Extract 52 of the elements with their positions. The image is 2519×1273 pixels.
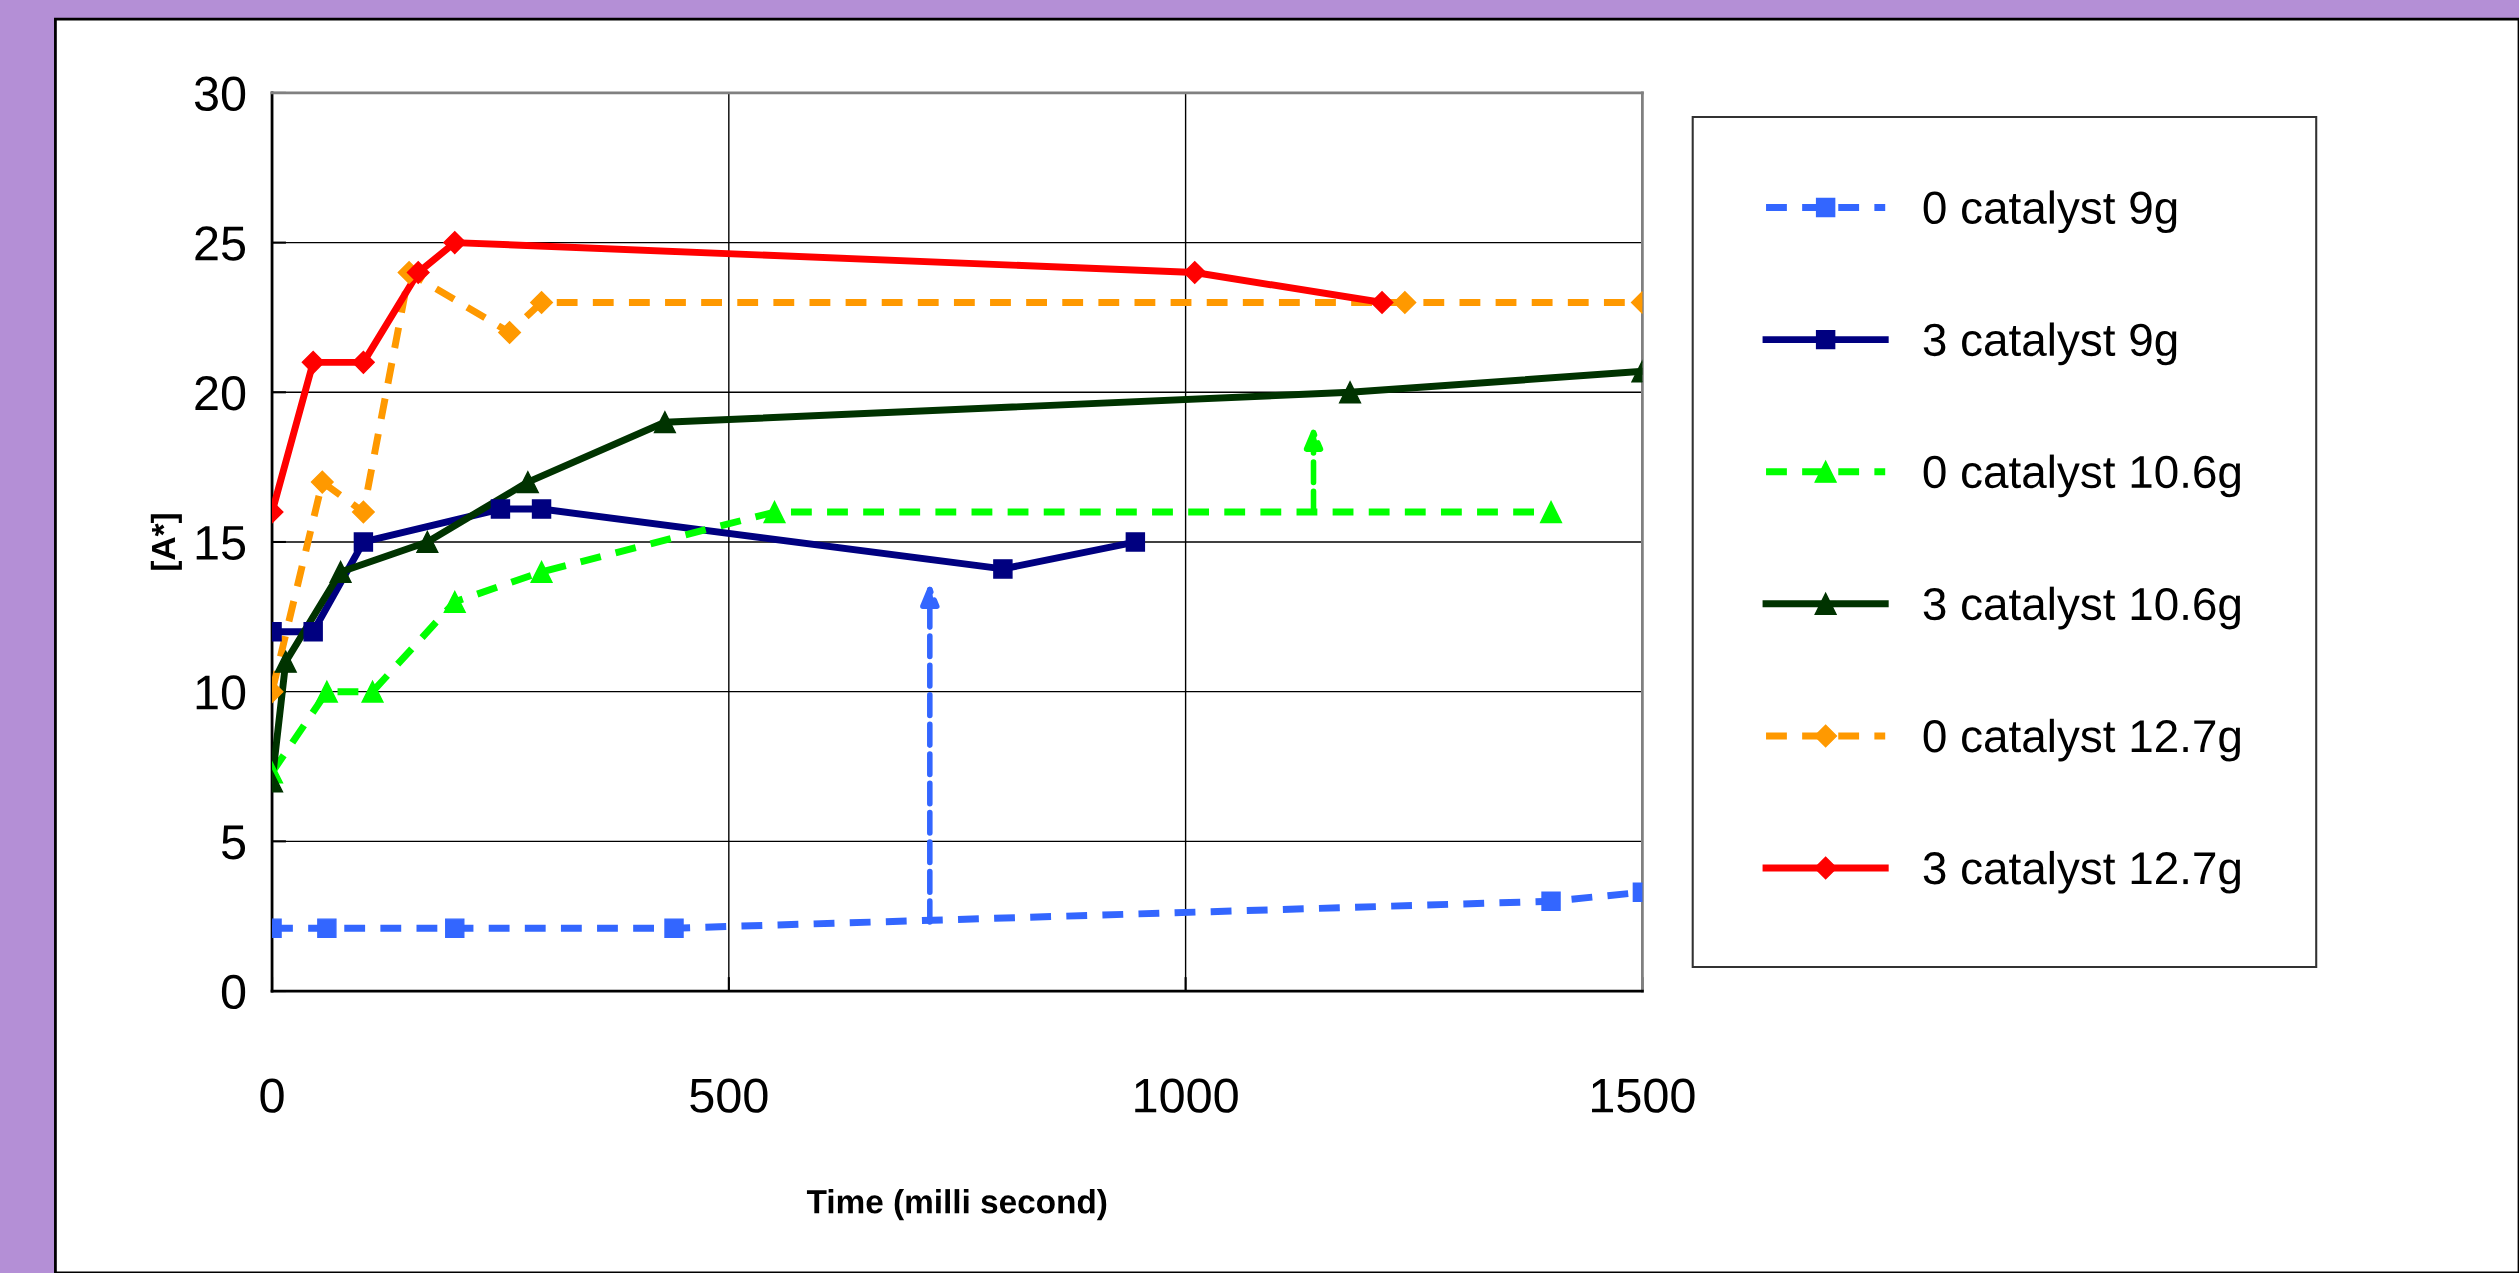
point (516, 470, 539, 494)
legend-label: 0 catalyst 12.7g (1923, 718, 2240, 762)
point (531, 499, 552, 519)
point (1183, 261, 1207, 285)
x-axis-title: Time (milli second) (806, 1189, 1107, 1221)
point (351, 350, 375, 374)
point (443, 231, 467, 255)
point (1125, 532, 1146, 552)
legend-label: 3 catalyst 12.7g (1923, 850, 2240, 894)
point (1393, 290, 1417, 314)
x-tick-label: 1000 (1135, 1078, 1238, 1113)
point (315, 680, 338, 703)
x-tick-label: 500 (690, 1078, 768, 1113)
y-axis-title: [A*] (150, 514, 182, 570)
point (490, 499, 511, 519)
point (664, 918, 684, 938)
point (351, 500, 375, 524)
point (353, 532, 374, 552)
point (993, 559, 1013, 579)
point (530, 560, 553, 584)
point (653, 411, 676, 434)
y-tick-label: 20 (195, 375, 246, 411)
y-tick-label: 30 (194, 76, 246, 112)
point (1539, 500, 1563, 524)
y-tick-label: 15 (196, 526, 246, 561)
point (1541, 891, 1561, 911)
y-tick-label: 5 (221, 825, 246, 860)
point (301, 350, 325, 374)
legend-label: 0 catalyst 9g (1923, 190, 2177, 234)
point (361, 680, 384, 703)
point (445, 918, 465, 938)
x-tick-label: 0 (260, 1078, 284, 1113)
legend-label: 3 catalyst 10.6g (1923, 586, 2240, 630)
point (406, 261, 430, 285)
point (329, 560, 352, 584)
legend-label: 3 catalyst 9g (1923, 322, 2177, 366)
y-tick-label: 10 (196, 675, 246, 710)
point (317, 918, 337, 938)
x-tick-label: 1500 (1592, 1078, 1695, 1113)
y-tick-label: 0 (221, 974, 246, 1010)
point (530, 290, 554, 314)
point (763, 500, 786, 524)
point (498, 320, 522, 344)
point (1370, 290, 1394, 314)
legend-label: 0 catalyst 10.6g (1923, 454, 2240, 498)
point (274, 650, 297, 673)
y-tick-label: 25 (195, 226, 246, 261)
point (416, 530, 439, 554)
point (310, 470, 334, 494)
point (303, 622, 323, 642)
point (1338, 381, 1362, 404)
point (443, 590, 466, 613)
